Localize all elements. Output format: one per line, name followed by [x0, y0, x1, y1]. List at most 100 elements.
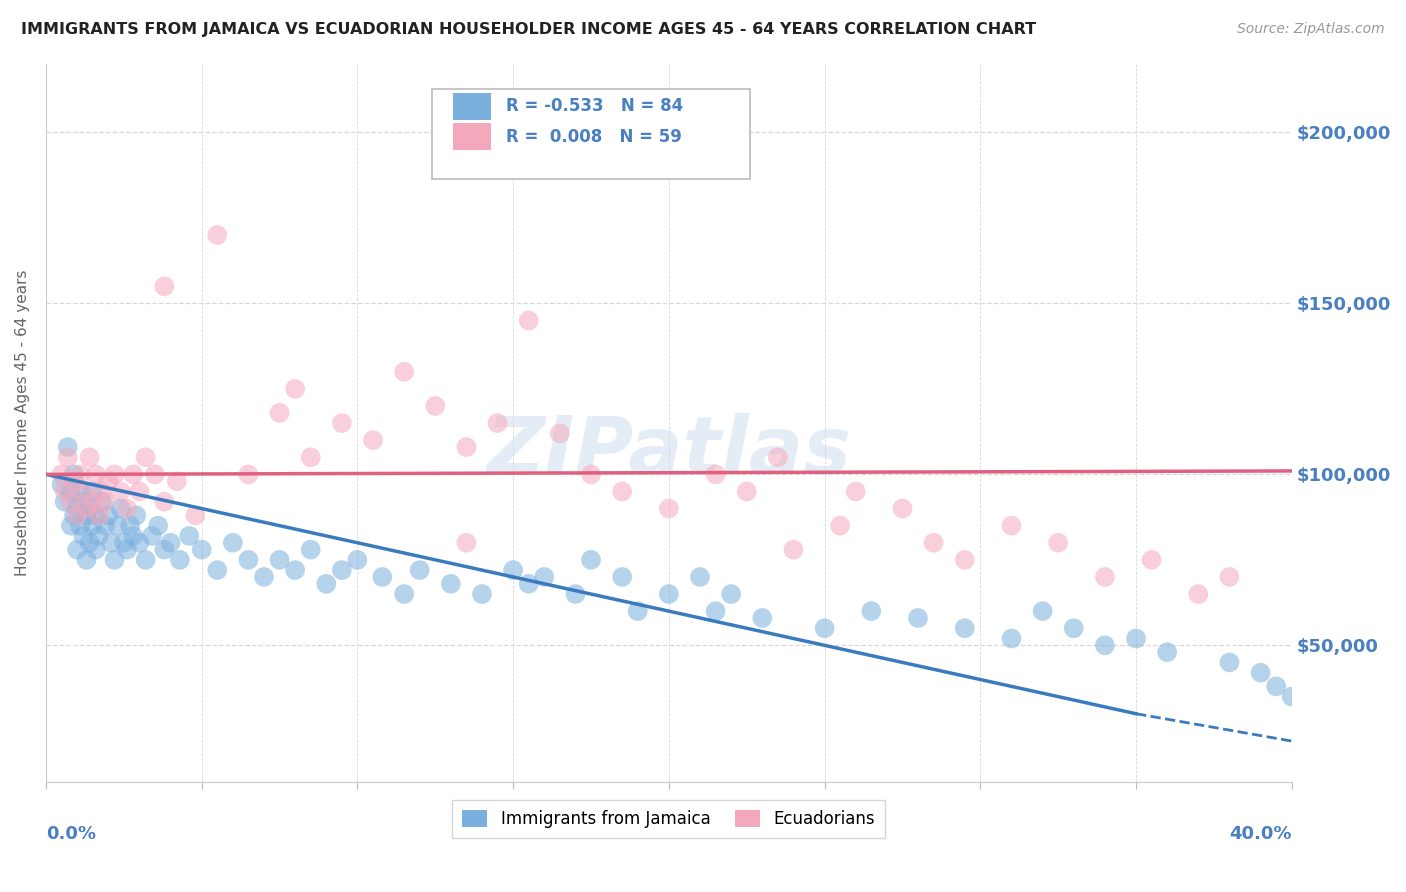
Point	[922, 535, 945, 549]
Point	[533, 570, 555, 584]
Text: ZIPatlas: ZIPatlas	[486, 413, 852, 491]
Point	[169, 553, 191, 567]
Point	[122, 467, 145, 482]
Point	[100, 535, 122, 549]
Point	[1250, 665, 1272, 680]
Point	[87, 529, 110, 543]
Point	[361, 433, 384, 447]
Point	[53, 484, 76, 499]
Text: Source: ZipAtlas.com: Source: ZipAtlas.com	[1237, 22, 1385, 37]
Point	[1218, 570, 1240, 584]
Point	[82, 518, 104, 533]
Point	[153, 542, 176, 557]
Point	[330, 416, 353, 430]
Point	[1281, 690, 1303, 704]
Point	[141, 529, 163, 543]
Point	[110, 484, 132, 499]
Point	[238, 467, 260, 482]
Point	[207, 227, 229, 242]
Point	[658, 501, 681, 516]
Point	[128, 484, 150, 499]
Point	[103, 553, 125, 567]
Point	[579, 467, 602, 482]
Point	[782, 542, 804, 557]
Point	[845, 484, 868, 499]
Point	[72, 494, 94, 508]
Point	[610, 484, 633, 499]
Y-axis label: Householder Income Ages 45 - 64 years: Householder Income Ages 45 - 64 years	[15, 270, 30, 576]
Point	[97, 508, 120, 523]
Point	[486, 416, 509, 430]
Point	[82, 494, 104, 508]
Point	[371, 570, 394, 584]
Point	[63, 467, 86, 482]
Point	[1140, 553, 1163, 567]
Point	[84, 542, 107, 557]
Point	[91, 494, 114, 508]
Point	[1047, 535, 1070, 549]
Point	[115, 542, 138, 557]
Point	[153, 494, 176, 508]
Point	[1187, 587, 1209, 601]
Point	[51, 467, 73, 482]
Point	[190, 542, 212, 557]
Point	[579, 553, 602, 567]
Point	[103, 467, 125, 482]
Point	[56, 440, 79, 454]
Point	[1063, 621, 1085, 635]
Point	[66, 508, 89, 523]
Point	[392, 587, 415, 601]
Point	[425, 399, 447, 413]
Point	[766, 450, 789, 465]
Point	[69, 484, 91, 499]
Point	[299, 450, 322, 465]
Point	[720, 587, 742, 601]
Point	[94, 494, 117, 508]
Point	[59, 494, 82, 508]
Point	[112, 535, 135, 549]
Point	[564, 587, 586, 601]
Point	[63, 508, 86, 523]
Point	[72, 484, 94, 499]
Text: R = -0.533   N = 84: R = -0.533 N = 84	[506, 97, 683, 115]
Point	[184, 508, 207, 523]
Point	[84, 467, 107, 482]
Point	[830, 518, 852, 533]
Point	[135, 450, 157, 465]
Point	[346, 553, 368, 567]
Point	[146, 518, 169, 533]
Point	[953, 621, 976, 635]
Point	[115, 501, 138, 516]
Point	[1265, 679, 1288, 693]
Point	[409, 563, 432, 577]
Point	[891, 501, 914, 516]
Legend: Immigrants from Jamaica, Ecuadorians: Immigrants from Jamaica, Ecuadorians	[453, 800, 886, 838]
Point	[704, 604, 727, 618]
Point	[107, 518, 129, 533]
Point	[66, 501, 89, 516]
Point	[284, 382, 307, 396]
Point	[269, 553, 291, 567]
Point	[471, 587, 494, 601]
Point	[94, 518, 117, 533]
Point	[79, 535, 101, 549]
Point	[166, 474, 188, 488]
Point	[110, 501, 132, 516]
Point	[153, 279, 176, 293]
Point	[122, 529, 145, 543]
Text: 40.0%: 40.0%	[1229, 825, 1292, 843]
Point	[159, 535, 181, 549]
Point	[222, 535, 245, 549]
Point	[1000, 632, 1022, 646]
Point	[75, 553, 97, 567]
Point	[69, 467, 91, 482]
Point	[627, 604, 650, 618]
Bar	[453, 93, 491, 120]
Point	[392, 365, 415, 379]
Bar	[453, 123, 491, 150]
Point	[66, 542, 89, 557]
Point	[120, 518, 142, 533]
Point	[59, 518, 82, 533]
Point	[135, 553, 157, 567]
Point	[1094, 638, 1116, 652]
